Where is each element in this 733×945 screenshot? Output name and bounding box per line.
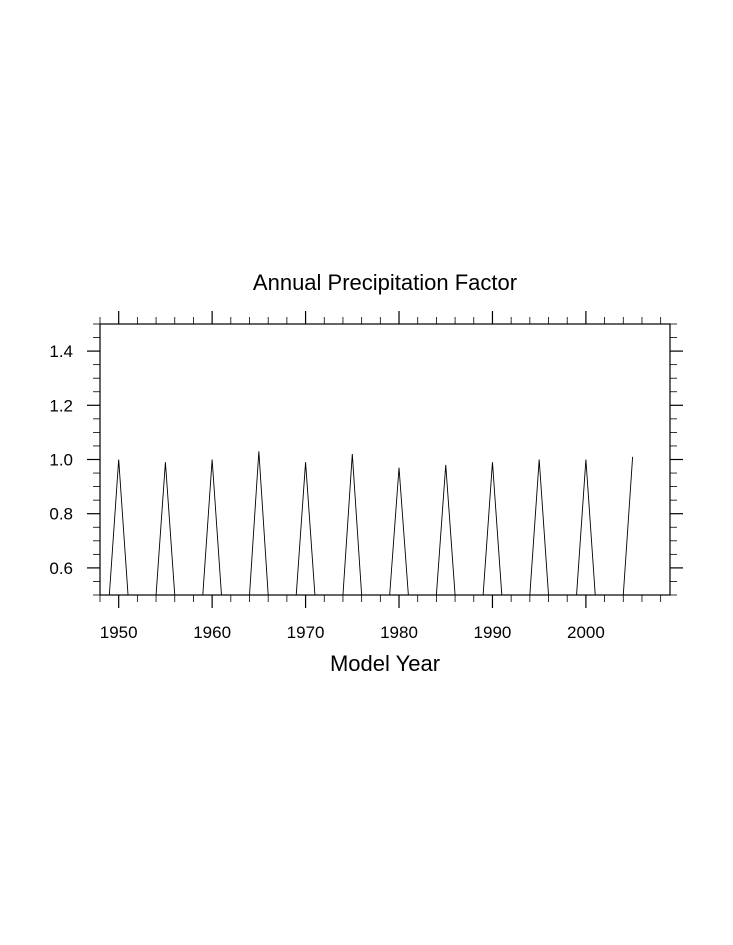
tick-marks (87, 311, 683, 608)
x-axis-label: Model Year (330, 651, 440, 676)
series-line (108, 451, 634, 596)
plot-frame (99, 323, 671, 596)
x-tick-label: 1970 (287, 623, 325, 642)
x-tick-label: 1980 (380, 623, 418, 642)
y-tick-label: 0.8 (49, 505, 73, 524)
y-tick-label: 1.2 (49, 396, 73, 415)
y-tick-label: 1.4 (49, 342, 73, 361)
x-tick-label: 1950 (100, 623, 138, 642)
chart-title: Annual Precipitation Factor (253, 270, 517, 295)
y-tick-label: 0.6 (49, 559, 73, 578)
series-group (108, 451, 634, 596)
x-tick-label: 2000 (567, 623, 605, 642)
x-tick-label: 1990 (474, 623, 512, 642)
y-tick-label: 1.0 (49, 451, 73, 470)
x-tick-label: 1960 (193, 623, 231, 642)
tick-labels: 1950 1960 1970 1980 1990 2000 0.6 0.8 1.0 1.2 1.4 (49, 342, 604, 642)
